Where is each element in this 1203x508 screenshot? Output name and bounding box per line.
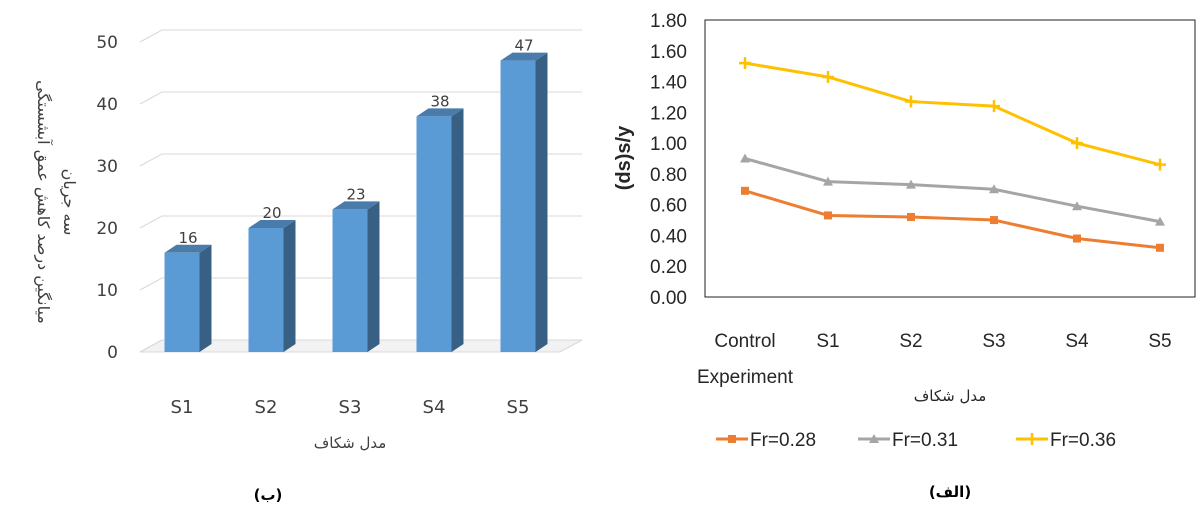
series-point [907, 212, 915, 221]
bar-data-label: 38 [430, 92, 449, 110]
bar [416, 116, 452, 353]
series-point [1154, 158, 1166, 171]
legend-label: Fr=0.28 [750, 430, 816, 451]
series-point [741, 186, 749, 195]
x-tick-label: S1 [171, 397, 194, 418]
series-point [990, 216, 998, 225]
line-chart-panel: 0.00 0.20 0.40 0.60 0.80 1.00 1.20 1.40 1.60 1.80… [613, 11, 1196, 501]
series-point [905, 95, 917, 108]
plot-area-border [704, 19, 1196, 298]
y-axis-title: (ds)s/y [613, 125, 635, 190]
series-line [744, 189, 1161, 250]
y-tick-label: 0.20 [650, 257, 687, 278]
bar [332, 209, 368, 352]
bar-chart-panel: 0 10 20 30 40 50 16 S1 20 S2 23 S3 38 S4 47 S5 مدل شکاف م… [33, 29, 583, 504]
gridline [139, 91, 582, 105]
series-point [1155, 216, 1165, 226]
series-0 [741, 186, 1164, 252]
x-tick-label: S3 [339, 397, 362, 418]
series-2 [739, 57, 1166, 171]
y-tick-label: 20 [96, 219, 118, 239]
bar-data-label: 47 [514, 37, 533, 55]
series-point [869, 434, 879, 443]
y-tick-label: 0.00 [650, 288, 687, 309]
y-axis-title-line-1: میانگین درصد کاهش عمق آبشستگی [33, 80, 53, 324]
x-tick-label: Control [714, 331, 775, 352]
series-point [824, 211, 832, 220]
panel-label: (الف) [929, 483, 971, 501]
y-tick-label: 0.40 [650, 226, 687, 247]
series-point [906, 179, 916, 189]
legend-item: Fr=0.28 [716, 430, 816, 451]
bar [248, 228, 284, 352]
y-tick-label: 1.40 [650, 73, 687, 94]
bar-top [248, 220, 296, 228]
bar-top [500, 52, 548, 61]
series-point [822, 70, 834, 83]
bar-top [164, 244, 212, 253]
series-point [989, 184, 999, 194]
series-1 [740, 153, 1165, 226]
series-point [740, 153, 750, 163]
y-tick-label: 10 [96, 281, 118, 301]
legend-label: Fr=0.36 [1050, 430, 1116, 451]
bar-side [451, 108, 464, 353]
gridline [139, 29, 582, 43]
bar-side [199, 244, 212, 352]
y-tick-label: 0.80 [650, 165, 687, 186]
x-tick-label: Experiment [697, 367, 794, 388]
series-point [728, 435, 736, 443]
bar [500, 60, 536, 352]
series-point [988, 100, 1000, 113]
y-axis-title-line-2: سه جریان [59, 169, 79, 236]
bar-data-label: 20 [262, 204, 281, 222]
series-line [744, 61, 1161, 167]
y-tick-label: 40 [96, 95, 118, 115]
y-tick-label: 50 [96, 33, 118, 53]
y-tick-label: 0 [107, 343, 118, 363]
y-tick-label: 1.60 [650, 42, 687, 63]
series-point [1156, 243, 1164, 252]
legend-item: Fr=0.31 [858, 430, 958, 451]
bar-side [283, 220, 296, 352]
legend-item: Fr=0.36 [1016, 430, 1116, 451]
legend-label: Fr=0.31 [892, 430, 958, 451]
series-point [1071, 137, 1083, 150]
x-tick-label: S5 [1148, 331, 1171, 352]
series-point [1072, 201, 1082, 211]
series-line [744, 157, 1161, 224]
x-tick-label: S5 [507, 397, 530, 418]
x-axis-title: مدل شکاف [314, 434, 387, 452]
bar-data-label: 23 [346, 185, 365, 203]
x-tick-label: S3 [982, 331, 1005, 352]
x-axis-title: مدل شکاف [914, 387, 987, 405]
bar-top [416, 108, 464, 117]
y-tick-label: 0.60 [650, 196, 687, 217]
series-point [823, 176, 833, 186]
series-point [1073, 234, 1081, 243]
y-tick-label: 1.20 [650, 103, 687, 124]
bar-side [535, 52, 548, 352]
series-point [1026, 433, 1038, 445]
bar-data-label: 16 [178, 229, 197, 247]
bar-top [332, 201, 380, 210]
x-tick-label: S4 [423, 397, 446, 418]
x-tick-label: S2 [255, 397, 278, 418]
x-tick-label: S2 [899, 331, 922, 352]
bar-side [367, 201, 380, 352]
y-tick-label: 1.00 [650, 134, 687, 155]
legend: Fr=0.28 Fr=0.31 Fr=0.36 [716, 430, 1116, 451]
bar [164, 252, 200, 352]
panel-label: (ب) [254, 486, 283, 504]
y-tick-label: 1.80 [650, 11, 687, 32]
x-tick-label: S4 [1065, 331, 1089, 352]
y-tick-label: 30 [96, 157, 118, 177]
x-tick-label: S1 [816, 331, 839, 352]
y-axis-title: میانگین درصد کاهش عمق آبشستگی سه جریان [33, 80, 79, 324]
series-point [739, 57, 751, 70]
